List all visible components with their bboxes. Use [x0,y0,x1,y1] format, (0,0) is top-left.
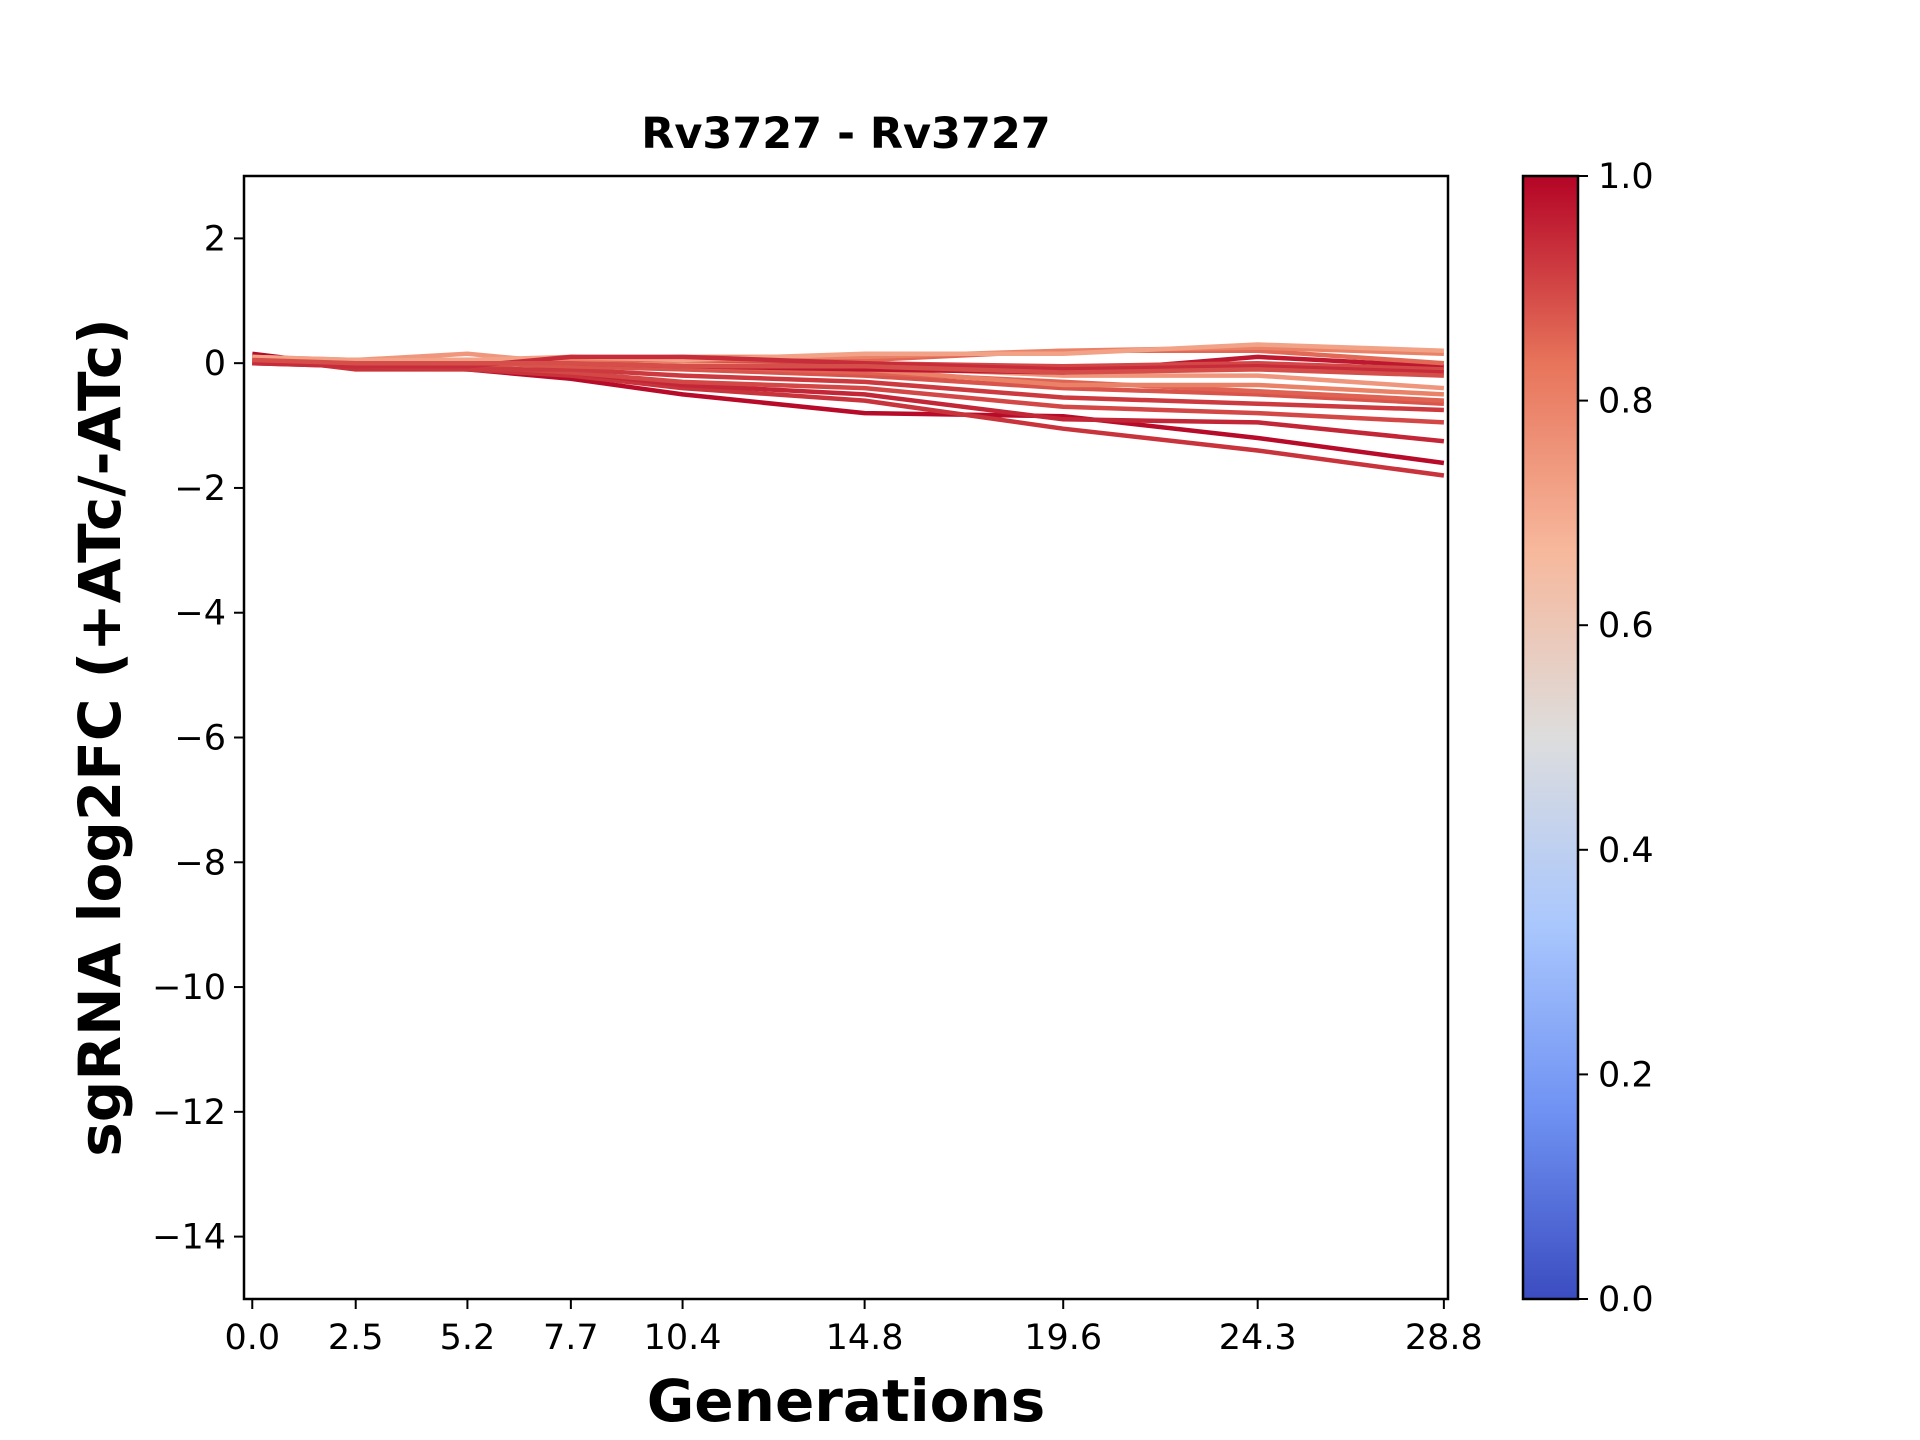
x-tick-label: 5.2 [440,1318,496,1358]
y-tick-label: −14 [152,1218,226,1258]
x-axis: 0.0 2.5 5.2 7.7 10.4 14.8 19.6 24.3 28.8 [224,1299,1483,1358]
series-line-14 [252,342,1444,363]
x-tick-label: 2.5 [328,1318,384,1358]
y-axis: 2 0 −2 −4 −6 −8 −10 −12 −14 [152,219,244,1258]
y-tick-label: 0 [204,344,226,384]
colorbar [1523,176,1578,1299]
x-tick-label: 0.0 [224,1318,280,1358]
x-tick-label: 19.6 [1024,1318,1102,1358]
x-axis-label: Generations [647,1367,1046,1435]
y-tick-label: 2 [204,219,226,259]
colorbar-frame [1521,174,1580,1301]
colorbar-tick-label: 0.0 [1598,1280,1654,1320]
y-tick-label: −2 [174,469,226,509]
colorbar-tick-label: 0.8 [1598,382,1654,422]
y-tick-label: −6 [174,719,226,759]
x-tick-label: 10.4 [644,1318,722,1358]
y-axis-label: sgRNA log2FC (+ATc/-ATc) [66,318,134,1156]
colorbar-tick-label: 1.0 [1598,157,1654,197]
y-tick-label: −8 [174,843,226,883]
x-tick-label: 24.3 [1219,1318,1297,1358]
x-tick-label: 7.7 [543,1318,599,1358]
colorbar-tick-label: 0.6 [1598,606,1654,646]
colorbar-tick-label: 0.2 [1598,1055,1654,1095]
y-tick-label: −4 [174,594,226,634]
colorbar-tick-label: 0.4 [1598,831,1654,871]
series-group [252,342,1445,478]
x-tick-label: 28.8 [1405,1318,1483,1358]
series-line-16 [252,357,1444,378]
series-line-15 [252,354,1444,375]
x-tick-label: 14.8 [826,1318,904,1358]
y-tick-label: −10 [152,968,226,1008]
y-tick-label: −12 [152,1093,226,1133]
chart-title: Rv3727 - Rv3727 [641,109,1050,159]
colorbar-ticks: 0.0 0.2 0.4 0.6 0.8 1.0 [1578,157,1654,1320]
